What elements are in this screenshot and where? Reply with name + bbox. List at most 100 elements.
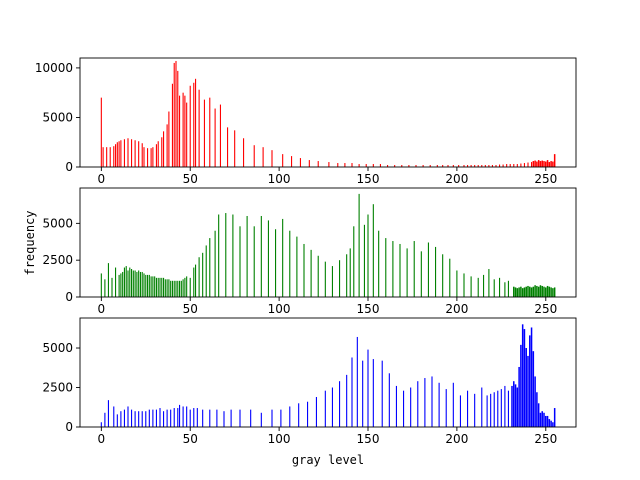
bar-blue [324, 390, 326, 427]
bar-red [523, 163, 525, 167]
bar-green [154, 276, 156, 297]
bar-green [349, 248, 351, 297]
bar-green [131, 269, 133, 297]
bar-green [449, 258, 451, 297]
bar-green [310, 249, 312, 297]
bar-blue [514, 384, 517, 427]
bar-red [106, 147, 108, 167]
bar-blue [152, 409, 154, 427]
bar-blue [546, 415, 549, 427]
bar-blue [315, 396, 317, 427]
bar-green [132, 270, 134, 297]
bar-green [392, 241, 394, 297]
bar-red [447, 165, 449, 167]
bar-red [513, 164, 515, 167]
y-axis-label: frequency [23, 210, 37, 275]
bar-green [339, 260, 341, 297]
bar-red [536, 161, 538, 167]
bar-green [205, 245, 207, 297]
bar-green [129, 267, 131, 297]
bar-blue [116, 414, 118, 427]
bar-red [553, 154, 556, 167]
y-tick-label-blue: 2500 [42, 381, 73, 395]
bar-green [141, 271, 143, 297]
bar-red [115, 144, 117, 167]
bar-green [218, 214, 220, 297]
bar-red [394, 165, 396, 167]
bar-red [163, 131, 165, 167]
bar-blue [490, 393, 492, 427]
bar-red [282, 154, 284, 167]
bar-blue [339, 381, 341, 427]
bar-green [104, 279, 106, 297]
bar-red [463, 165, 465, 167]
bar-green [209, 238, 211, 297]
x-tick-label-red: 200 [445, 172, 468, 186]
bar-blue [511, 385, 513, 427]
bar-green [177, 280, 179, 297]
bar-blue [141, 411, 143, 427]
bar-blue [410, 387, 412, 427]
bar-blue [209, 409, 211, 427]
bar-blue [452, 382, 454, 427]
bar-red [100, 97, 102, 167]
bar-blue [527, 355, 529, 427]
bar-red [184, 95, 186, 167]
bar-red [541, 160, 543, 167]
bar-red [118, 141, 120, 167]
bar-green [520, 286, 522, 297]
bar-green [182, 279, 184, 297]
bar-blue [159, 408, 161, 427]
bar-green [541, 285, 543, 297]
bar-green [173, 280, 175, 297]
bar-green [152, 276, 154, 297]
bar-blue [138, 411, 140, 427]
bar-red [436, 165, 438, 167]
bar-blue [403, 390, 405, 427]
bar-green [122, 271, 124, 297]
bar-green [470, 276, 472, 297]
bar-red [534, 160, 536, 167]
bar-blue [381, 360, 383, 427]
bar-green [543, 286, 545, 297]
bar-green [521, 288, 524, 297]
bar-red [308, 160, 310, 167]
bar-red [401, 165, 403, 167]
bar-green [456, 270, 458, 297]
bar-blue [550, 420, 552, 427]
bar-red [189, 85, 191, 167]
bar-green [532, 286, 535, 297]
bar-blue [395, 385, 397, 427]
bar-red [545, 161, 547, 167]
bar-green [253, 226, 255, 297]
bar-red [358, 164, 360, 167]
bar-blue [534, 376, 536, 427]
bar-blue [431, 376, 433, 427]
bar-red [152, 147, 154, 167]
bar-green [527, 285, 529, 297]
bar-green [534, 285, 536, 297]
bar-green [267, 220, 269, 297]
bar-green [427, 242, 429, 297]
x-tick-label-red: 250 [534, 172, 557, 186]
bar-red [365, 164, 367, 167]
bar-red [539, 161, 542, 167]
bar-red [120, 140, 122, 167]
bar-blue [134, 411, 136, 427]
bar-blue [223, 411, 225, 427]
bar-red [351, 163, 353, 167]
bar-red [175, 60, 177, 167]
bar-green [413, 241, 415, 297]
bar-blue [552, 422, 554, 427]
bar-red [495, 165, 497, 167]
bar-blue [250, 409, 252, 427]
bar-red [147, 148, 149, 167]
bar-blue [545, 415, 547, 427]
bar-red [271, 150, 273, 167]
bar-green [163, 277, 165, 297]
bar-blue [438, 382, 440, 427]
bar-red [442, 165, 444, 167]
bar-red [470, 165, 472, 167]
bar-red [173, 62, 175, 168]
